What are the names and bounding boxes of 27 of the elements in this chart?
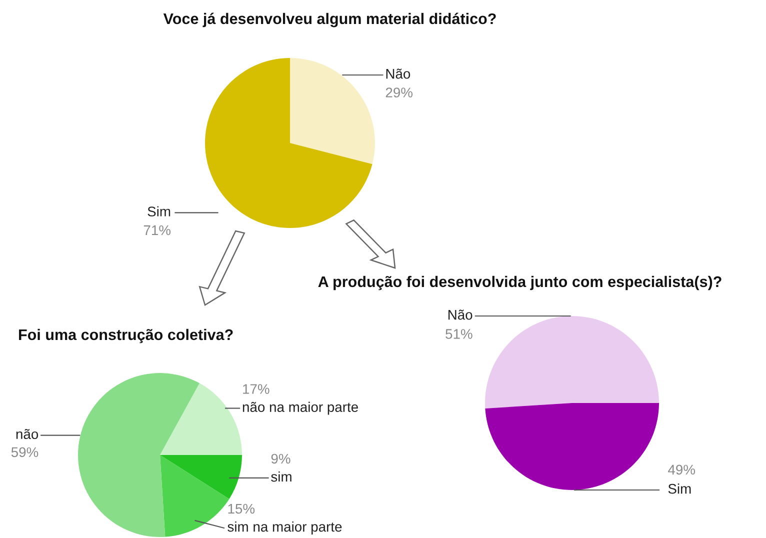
data-label: 15% (228, 504, 255, 514)
slice-label: Sim (148, 206, 170, 216)
data-label: 17% (243, 384, 270, 394)
pie-slice (205, 58, 372, 228)
pie-slice (160, 383, 242, 455)
slice-label: sim na maior parte (228, 522, 342, 534)
slice-label: sim (271, 471, 292, 482)
slice-label: Sim (668, 484, 691, 494)
pie-slice (160, 455, 230, 537)
data-label: 51% (446, 329, 472, 339)
data-label: 59% (11, 447, 38, 458)
pie-slice (290, 58, 375, 164)
slice-label: Não (448, 310, 472, 320)
chart-title: A produção foi desenvolvida junto com especialista(s)? (318, 276, 722, 290)
pie-slice (160, 455, 242, 499)
data-label: 49% (668, 464, 696, 475)
slice-label: não (16, 428, 38, 440)
pie-slice (78, 373, 200, 537)
pie-slice (485, 316, 659, 408)
pie-slice (485, 403, 659, 490)
data-label: 29% (386, 88, 413, 98)
slice-label: não na maior parte (242, 402, 358, 415)
data-label: 71% (144, 225, 171, 236)
chart-title: Foi uma construção coletiva? (19, 328, 233, 344)
data-label: 9% (271, 454, 290, 464)
chart-title: Voce já desenvolveu algum material didático? (163, 12, 496, 28)
slice-label: Não (386, 68, 410, 79)
